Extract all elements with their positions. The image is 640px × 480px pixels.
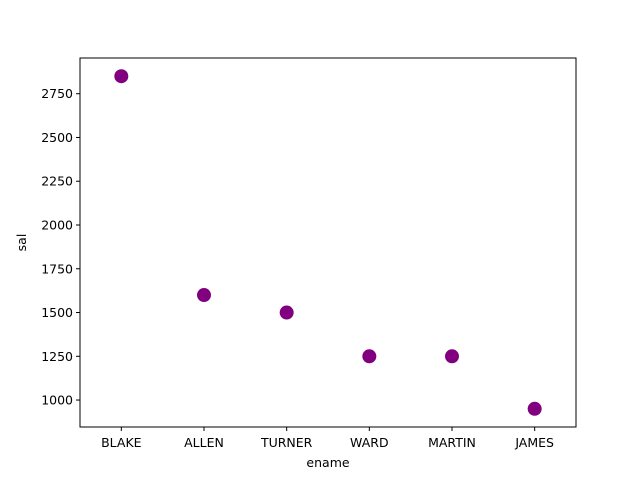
y-tick-label: 2750 <box>41 86 73 101</box>
x-tick-label: WARD <box>350 435 389 450</box>
y-tick-label: 1000 <box>41 393 73 408</box>
data-point-ward <box>362 349 377 364</box>
x-tick-label: MARTIN <box>428 435 476 450</box>
x-tick-label: ALLEN <box>184 435 224 450</box>
data-point-martin <box>445 349 459 364</box>
plot-area-frame <box>79 57 577 428</box>
data-points <box>114 69 542 416</box>
y-tick-label: 1500 <box>41 305 73 320</box>
data-point-turner <box>279 305 294 320</box>
y-tick-label: 1750 <box>41 261 73 276</box>
y-axis-label: sal <box>14 234 29 252</box>
y-tick-label: 1250 <box>41 349 73 364</box>
y-tick-label: 2000 <box>41 217 73 232</box>
x-tick-label: BLAKE <box>101 435 142 450</box>
y-axis-ticks: 1000 1250 1500 1750 2000 2250 2500 2750 <box>41 86 80 408</box>
x-tick-label: JAMES <box>514 435 554 450</box>
data-point-allen <box>197 288 211 303</box>
x-axis-label: ename <box>306 455 349 470</box>
x-axis-ticks: BLAKE ALLEN TURNER WARD MARTIN JAMES <box>101 427 554 450</box>
y-tick-label: 2250 <box>41 174 73 189</box>
data-point-james <box>527 401 542 416</box>
data-point-blake <box>114 69 129 84</box>
y-tick-label: 2500 <box>41 130 73 145</box>
x-tick-label: TURNER <box>260 435 313 450</box>
